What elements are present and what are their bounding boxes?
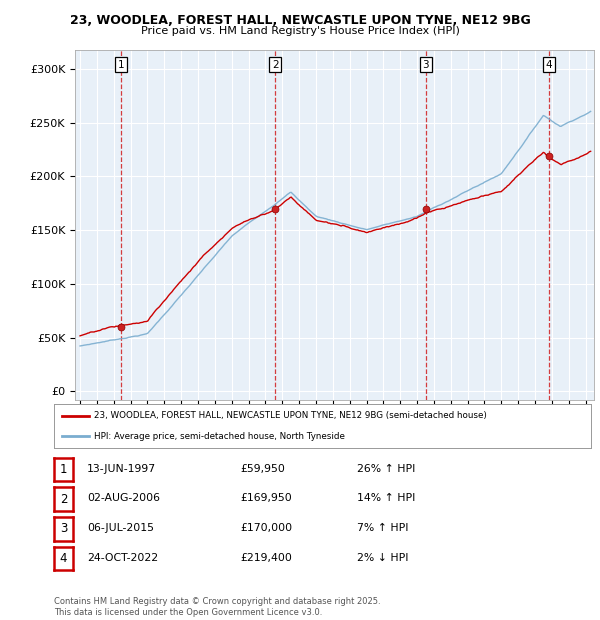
Text: 24-OCT-2022: 24-OCT-2022: [87, 553, 158, 563]
Text: 23, WOODLEA, FOREST HALL, NEWCASTLE UPON TYNE, NE12 9BG: 23, WOODLEA, FOREST HALL, NEWCASTLE UPON…: [70, 14, 530, 27]
Text: 3: 3: [422, 60, 429, 69]
Text: 2% ↓ HPI: 2% ↓ HPI: [357, 553, 409, 563]
Text: £59,950: £59,950: [240, 464, 285, 474]
Text: 13-JUN-1997: 13-JUN-1997: [87, 464, 156, 474]
Text: 14% ↑ HPI: 14% ↑ HPI: [357, 494, 415, 503]
Text: 2: 2: [272, 60, 278, 69]
Text: 4: 4: [545, 60, 552, 69]
Text: Price paid vs. HM Land Registry's House Price Index (HPI): Price paid vs. HM Land Registry's House …: [140, 26, 460, 36]
Text: 26% ↑ HPI: 26% ↑ HPI: [357, 464, 415, 474]
Text: Contains HM Land Registry data © Crown copyright and database right 2025.
This d: Contains HM Land Registry data © Crown c…: [54, 598, 380, 617]
Text: £169,950: £169,950: [240, 494, 292, 503]
Text: £219,400: £219,400: [240, 553, 292, 563]
Text: 06-JUL-2015: 06-JUL-2015: [87, 523, 154, 533]
Text: 1: 1: [118, 60, 125, 69]
Text: 1: 1: [60, 463, 67, 476]
Text: 3: 3: [60, 523, 67, 535]
Text: 7% ↑ HPI: 7% ↑ HPI: [357, 523, 409, 533]
Text: 2: 2: [60, 493, 67, 505]
Text: 02-AUG-2006: 02-AUG-2006: [87, 494, 160, 503]
Text: HPI: Average price, semi-detached house, North Tyneside: HPI: Average price, semi-detached house,…: [94, 432, 345, 441]
Text: £170,000: £170,000: [240, 523, 292, 533]
Text: 4: 4: [60, 552, 67, 565]
Text: 23, WOODLEA, FOREST HALL, NEWCASTLE UPON TYNE, NE12 9BG (semi-detached house): 23, WOODLEA, FOREST HALL, NEWCASTLE UPON…: [94, 411, 487, 420]
